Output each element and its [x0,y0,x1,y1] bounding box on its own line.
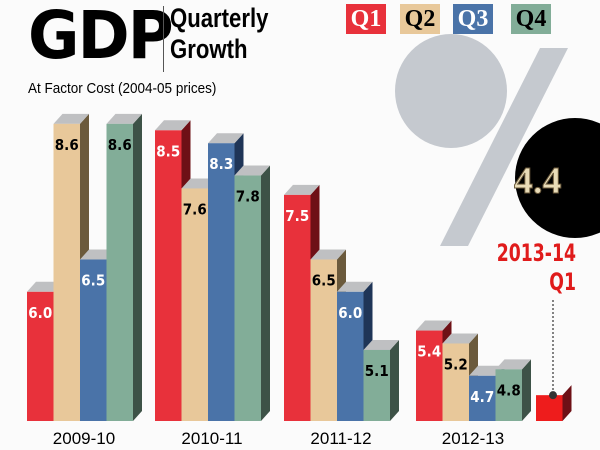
bar-2010-11-Q3 [208,143,235,421]
x-tick-label: 2012-13 [442,429,504,448]
leader-dot [549,391,557,400]
bar-side [562,385,572,421]
bar-side [390,339,399,421]
bar-2011-12-Q1 [284,194,311,421]
bar-top [106,113,142,124]
bar-2009-10-Q1 [27,291,54,421]
legend-q1: Q1 [346,4,386,34]
data-label: 8.6 [108,136,132,154]
data-label: 5.1 [365,362,389,380]
percent-circle-icon [395,34,507,148]
data-label: 7.6 [183,200,207,218]
bar-top [208,133,244,144]
legend-q2: Q2 [400,4,440,34]
data-label: 5.2 [444,355,468,373]
title-divider [163,6,164,72]
data-label: 8.5 [156,142,180,160]
bar-2011-12-Q4 [363,349,390,421]
highlight-circle [515,118,600,238]
bar-side [261,165,270,421]
bar-top [310,249,346,260]
bar-2009-10-Q3 [80,259,107,421]
bar-top [495,359,531,370]
legend-q4: Q4 [511,4,551,34]
bar-top [284,184,320,195]
bar-side [133,113,142,421]
x-tick-label: 2010-11 [181,429,242,448]
bar-2010-11-Q2 [181,188,208,421]
bar-top [337,281,373,292]
bar-2012-13-Q4 [495,369,522,421]
data-label: 5.4 [417,343,441,361]
highlight-quarter: Q1 [549,268,576,296]
bar-side [522,359,531,421]
bar-2012-13-Q2 [442,343,469,421]
page-title: GDP [28,0,174,74]
bar-top [416,320,452,331]
x-tick-label: 2011-12 [310,429,371,448]
highlight-period: 2013-14 [497,239,576,267]
bar-2013-14-Q1 [536,395,563,421]
bar-2011-12-Q3 [337,291,364,421]
bar-2009-10-Q2 [53,123,80,421]
data-label: 4.8 [497,381,521,399]
bar-top [155,120,191,131]
data-label: 7.5 [285,207,309,225]
title-line-2: Growth [170,34,248,64]
bar-top [442,333,478,344]
legend-q3: Q3 [453,4,493,34]
data-label: 8.6 [55,136,79,154]
data-label: 6.5 [81,272,105,290]
bar-2011-12-Q2 [310,259,337,421]
data-label: 7.8 [236,188,260,206]
bar-2012-13-Q1 [416,330,443,421]
bar-2010-11-Q4 [234,175,261,421]
bar-top [363,339,399,350]
bar-top [53,113,89,124]
percent-slash-icon [440,48,568,246]
bar-top [234,165,270,176]
bar-2010-11-Q1 [155,130,182,422]
bar-2012-13-Q3 [469,375,496,421]
highlight-value: 4.4 [514,160,562,202]
chart-subtitle: At Factor Cost (2004-05 prices) [28,80,217,97]
title-line-1: Quarterly [170,3,269,33]
data-label: 4.7 [470,388,494,406]
data-label: 8.3 [209,155,233,173]
bar-2009-10-Q4 [106,123,133,421]
x-tick-label: 2009-10 [53,429,115,448]
data-label: 6.0 [28,304,52,322]
data-label: 6.5 [312,272,336,290]
data-label: 6.0 [338,304,362,322]
